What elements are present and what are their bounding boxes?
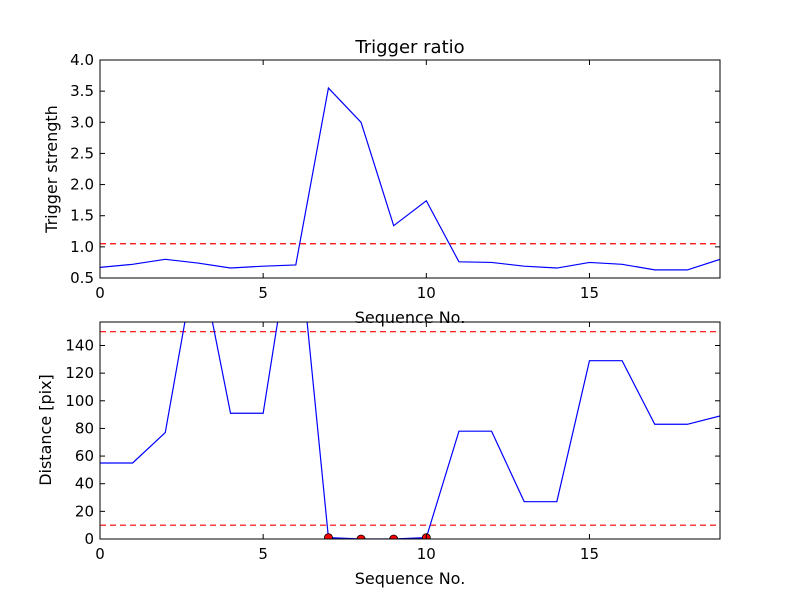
threshold-lines (100, 331, 720, 526)
y-tick-label: 140 (65, 336, 94, 354)
y-tick-label: 2.0 (70, 176, 94, 194)
distance-line (100, 322, 720, 539)
x-axis-label: Sequence No. (355, 308, 466, 327)
plot-frame (99, 321, 721, 540)
y-tick-label: 0.5 (70, 269, 94, 287)
x-tick-label: 10 (417, 545, 436, 563)
trigger-strength-line (100, 86, 720, 271)
y-tick-label: 1.5 (70, 207, 94, 225)
x-axis: 0 5 10 15 (95, 60, 599, 302)
x-tick-label: 5 (258, 284, 268, 302)
y-tick-label: 3.5 (70, 82, 94, 100)
y-tick-label: 80 (75, 419, 94, 437)
x-tick-label: 5 (258, 545, 268, 563)
x-tick-label: 10 (417, 284, 436, 302)
x-axis-label: Sequence No. (355, 569, 466, 588)
chart-title: Trigger ratio (354, 37, 464, 58)
plot-area (100, 86, 720, 271)
x-tick-label: 0 (95, 284, 105, 302)
y-tick-label: 1.0 (70, 238, 94, 256)
x-axis: 0 5 10 15 (95, 322, 599, 563)
x-tick-label: 0 (95, 545, 105, 563)
y-axis-label: Trigger strength (42, 105, 61, 234)
y-tick-label: 100 (65, 392, 94, 410)
plot-frame (99, 59, 721, 279)
y-tick-label: 120 (65, 364, 94, 382)
trigger-ratio-chart: Trigger ratio 0 5 10 15 0.5 1.0 1.5 2.0 2.5 3.0 3… (42, 37, 721, 327)
y-tick-label: 2.5 (70, 144, 94, 162)
plot-area (100, 322, 720, 539)
y-tick-label: 3.0 (70, 113, 94, 131)
y-tick-label: 40 (75, 475, 94, 493)
x-tick-label: 15 (580, 545, 599, 563)
data-point-marker (389, 534, 399, 539)
y-axis: 0 20 40 60 80 100 120 140 (65, 336, 720, 548)
y-axis-label: Distance [pix] (36, 374, 55, 486)
y-axis: 0.5 1.0 1.5 2.0 2.5 3.0 3.5 4.0 (70, 51, 720, 287)
y-tick-label: 0 (84, 530, 94, 548)
y-tick-label: 20 (75, 502, 94, 520)
x-tick-label: 15 (580, 284, 599, 302)
data-point-marker (356, 534, 366, 539)
y-tick-label: 4.0 (70, 51, 94, 69)
y-tick-label: 60 (75, 447, 94, 465)
data-point-marker (324, 533, 333, 539)
distance-chart: 0 5 10 15 0 20 40 60 80 100 120 140 Sequence No. D… (36, 321, 721, 588)
